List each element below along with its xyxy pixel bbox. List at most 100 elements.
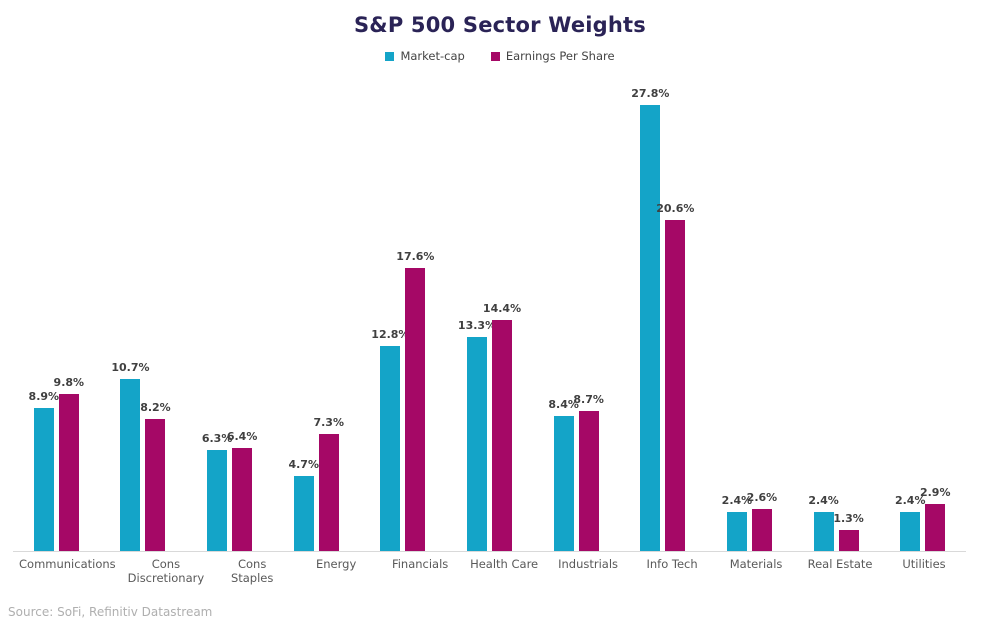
eps-swatch-icon <box>490 51 500 61</box>
bar-group: 8.9% 9.8% <box>13 80 100 551</box>
x-axis-label: Health Care <box>470 557 539 571</box>
bar-wrap: 7.3% <box>313 416 344 551</box>
bar-wrap: 13.3% <box>458 319 496 551</box>
bar-wrap: 6.4% <box>227 430 257 551</box>
x-axis-label: Communications <box>19 557 116 571</box>
x-axis-label: Materials <box>729 557 783 571</box>
bar <box>726 512 747 551</box>
bar-wrap: 1.3% <box>833 512 864 551</box>
bar-wrap: 14.4% <box>483 302 521 551</box>
legend-item-eps: Earnings Per Share <box>490 49 615 63</box>
bar <box>640 105 661 551</box>
bar <box>207 450 228 551</box>
x-axis-labels: Communications Cons Discretionary Cons Sta… <box>13 557 966 585</box>
x-axis-label: Cons Staples <box>230 557 274 585</box>
bar-group: 4.7% 7.3% <box>273 80 360 551</box>
x-axis-label: Real Estate <box>807 557 873 571</box>
bar-group: 10.7% 8.2% <box>100 80 187 551</box>
chart-legend: Market-cap Earnings Per Share <box>0 49 1000 63</box>
bar-wrap: 8.9% <box>29 390 59 551</box>
legend-item-market-cap: Market-cap <box>385 49 465 63</box>
bar-group: 2.4% 2.9% <box>879 80 966 551</box>
bar-wrap: 2.4% <box>895 494 925 551</box>
bar <box>405 268 426 551</box>
bar-wrap: 8.2% <box>140 401 171 551</box>
bar-value-label: 8.7% <box>573 393 604 406</box>
bar <box>900 512 921 551</box>
bar-wrap: 12.8% <box>371 328 409 551</box>
bar <box>33 408 54 551</box>
bar-value-label: 8.4% <box>548 398 579 411</box>
source-note: Source: SoFi, Refinitiv Datastream <box>8 605 213 619</box>
bar <box>232 448 253 551</box>
bar-wrap: 2.4% <box>808 494 839 551</box>
bar-wrap: 17.6% <box>396 250 434 551</box>
plot-area: 8.9% 9.8% 10.7% 8.2% 6.3% 6.4% 4.7% 7.3% 12.8% 17… <box>13 80 966 552</box>
bar <box>751 509 772 551</box>
bar-value-label: 6.3% <box>201 432 233 445</box>
bar-value-label: 2.9% <box>919 486 951 499</box>
bar <box>925 504 946 551</box>
bar <box>553 416 574 551</box>
x-axis-label: Info Tech <box>646 557 698 571</box>
bar-wrap: 10.7% <box>111 361 150 551</box>
bar <box>145 419 166 551</box>
legend-label-market-cap: Market-cap <box>400 49 465 63</box>
bar <box>838 530 859 551</box>
bar-wrap: 8.4% <box>548 398 579 551</box>
bar-value-label: 2.6% <box>746 491 778 504</box>
bar-value-label: 14.4% <box>482 302 522 315</box>
bar <box>380 346 401 551</box>
bar-group: 2.4% 2.6% <box>706 80 793 551</box>
bar-wrap: 2.4% <box>722 494 752 551</box>
bar-group: 27.8% 20.6% <box>619 80 706 551</box>
bar <box>813 512 834 551</box>
bar-value-label: 9.8% <box>53 376 85 389</box>
bar <box>467 337 488 551</box>
bar-wrap: 20.6% <box>656 202 694 551</box>
x-axis-label: Industrials <box>558 557 619 571</box>
bar <box>120 379 141 551</box>
bar-wrap: 9.8% <box>54 376 84 551</box>
bar-value-label: 6.4% <box>226 430 258 443</box>
bar-value-label: 7.3% <box>313 416 344 429</box>
bar-value-label: 2.4% <box>894 494 926 507</box>
legend-label-eps: Earnings Per Share <box>505 49 615 63</box>
bar-wrap: 27.8% <box>631 87 669 551</box>
bar-group: 13.3% 14.4% <box>446 80 533 551</box>
bar-wrap: 4.7% <box>288 458 319 551</box>
bar-value-label: 8.9% <box>28 390 60 403</box>
bar <box>318 434 339 551</box>
bar-value-label: 2.4% <box>808 494 839 507</box>
bar <box>58 394 79 551</box>
bar <box>578 411 599 551</box>
bar <box>492 320 513 551</box>
bar-wrap: 8.7% <box>573 393 604 551</box>
bar-value-label: 17.6% <box>396 250 435 263</box>
bar-value-label: 10.7% <box>111 361 150 374</box>
bar-group: 12.8% 17.6% <box>360 80 447 551</box>
bar-group: 6.3% 6.4% <box>186 80 273 551</box>
bar-wrap: 6.3% <box>202 432 232 551</box>
bar-value-label: 13.3% <box>457 319 497 332</box>
bar-value-label: 20.6% <box>656 202 695 215</box>
bar-value-label: 27.8% <box>631 87 670 100</box>
x-axis-label: Energy <box>316 557 357 571</box>
bar-value-label: 8.2% <box>140 401 171 414</box>
bar <box>293 476 314 551</box>
x-axis-label: Financials <box>391 557 449 571</box>
bar-wrap: 2.6% <box>747 491 777 551</box>
bar-wrap: 2.9% <box>920 486 950 551</box>
market-cap-swatch-icon <box>385 51 395 61</box>
bar-value-label: 1.3% <box>833 512 864 525</box>
bar-value-label: 12.8% <box>371 328 410 341</box>
bar-group: 8.4% 8.7% <box>533 80 620 551</box>
bar-value-label: 4.7% <box>288 458 319 471</box>
chart-title: S&P 500 Sector Weights <box>353 13 646 37</box>
bar-value-label: 2.4% <box>721 494 753 507</box>
x-axis-label: Cons Discretionary <box>127 557 205 585</box>
x-axis-label: Utilities <box>902 557 946 571</box>
bar-group: 2.4% 1.3% <box>793 80 880 551</box>
bar <box>665 220 686 551</box>
